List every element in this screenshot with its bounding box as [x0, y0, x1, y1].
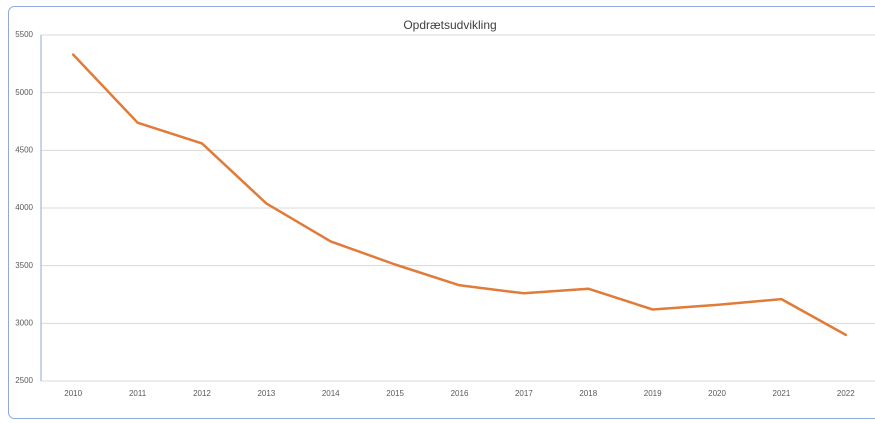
- y-tick-label: 4500: [15, 145, 33, 154]
- x-tick-label: 2014: [322, 389, 340, 398]
- x-tick-label: 2020: [708, 389, 726, 398]
- x-tick-label: 2010: [64, 389, 82, 398]
- x-tick-label: 2015: [386, 389, 404, 398]
- x-tick-label: 2021: [773, 389, 791, 398]
- x-tick-label: 2016: [451, 389, 469, 398]
- chart-border: [8, 6, 875, 419]
- chart-title: Opdrætsudvikling: [403, 18, 496, 32]
- y-tick-label: 3500: [15, 261, 33, 270]
- x-tick-label: 2013: [257, 389, 275, 398]
- x-tick-label: 2022: [837, 389, 855, 398]
- x-tick-label: 2017: [515, 389, 533, 398]
- y-tick-label: 5500: [15, 30, 33, 39]
- x-tick-label: 2018: [579, 389, 597, 398]
- x-tick-label: 2019: [644, 389, 662, 398]
- y-tick-label: 2500: [15, 376, 33, 385]
- y-tick-label: 5000: [15, 88, 33, 97]
- y-tick-label: 4000: [15, 203, 33, 212]
- x-tick-label: 2011: [129, 389, 147, 398]
- y-tick-label: 3000: [15, 318, 33, 327]
- data-line: [71, 53, 848, 337]
- x-tick-label: 2012: [193, 389, 211, 398]
